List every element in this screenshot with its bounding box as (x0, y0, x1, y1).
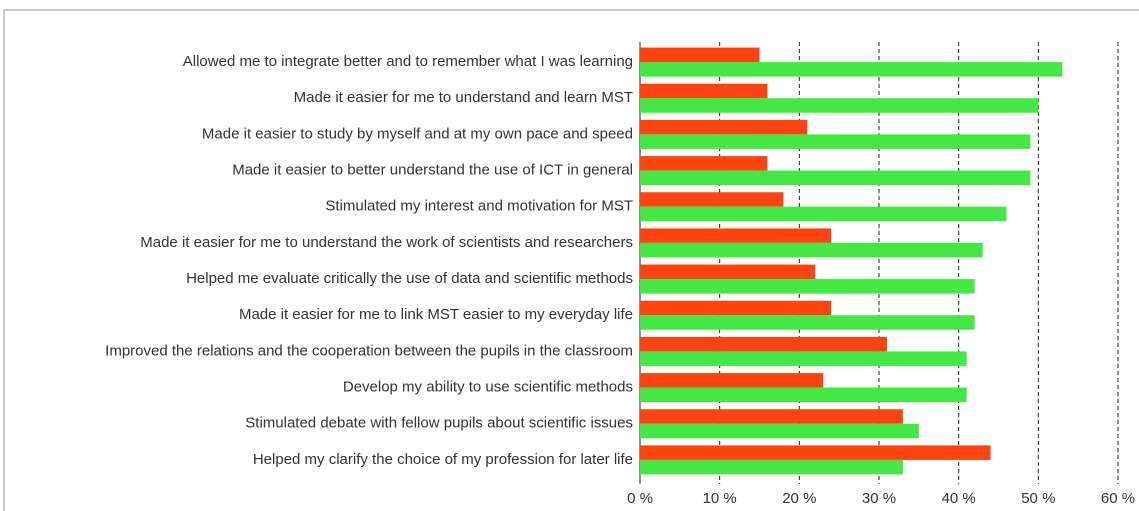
y-tick-label: Helped my clarify the choice of my profe… (253, 451, 633, 468)
x-tick-label: 30 % (862, 490, 896, 507)
bar (640, 156, 768, 171)
bar (640, 423, 919, 439)
y-tick-label: Helped me evaluate critically the use of… (186, 270, 633, 287)
bar (640, 264, 816, 280)
bar (640, 134, 1031, 149)
y-tick-label: Made it easier to better understand the … (232, 162, 633, 179)
frame (3, 9, 1139, 511)
bar (640, 300, 832, 316)
bar (640, 47, 760, 63)
y-tick-label: Made it easier for me to understand and … (294, 89, 633, 106)
bar (640, 242, 983, 258)
x-tick-label: 60 % (1101, 490, 1135, 507)
bar (640, 119, 808, 135)
y-tick-label: Made it easier for me to link MST easier… (239, 306, 633, 323)
bar (640, 279, 975, 294)
y-tick-label: Stimulated debate with fellow pupils abo… (245, 415, 633, 432)
bar (640, 170, 1031, 186)
y-tick-label: Develop my ability to use scientific met… (343, 379, 633, 396)
y-tick-label: Improved the relations and the cooperati… (105, 342, 633, 359)
bar (640, 98, 1039, 113)
bar (640, 387, 967, 403)
bar (640, 206, 1007, 222)
y-tick-label: Stimulated my interest and motivation fo… (325, 198, 633, 215)
bar (640, 336, 887, 352)
x-tick-label: 50 % (1021, 490, 1055, 507)
bar (640, 228, 832, 243)
bar (640, 409, 903, 424)
y-tick-label: Allowed me to integrate better and to re… (183, 53, 633, 70)
bar (640, 192, 784, 207)
bar (640, 315, 975, 330)
bar (640, 351, 967, 366)
x-tick-label: 40 % (942, 490, 976, 507)
x-tick-label: 0 % (627, 490, 653, 507)
bar (640, 459, 903, 475)
bar (640, 62, 1063, 77)
x-tick-label: 20 % (782, 490, 816, 507)
y-tick-label: Made it easier to study by myself and at… (202, 125, 633, 142)
bar (640, 445, 991, 460)
y-tick-label: Made it easier for me to understand the … (140, 234, 633, 251)
bar (640, 83, 768, 99)
bar (640, 373, 824, 388)
x-tick-label: 10 % (703, 490, 737, 507)
